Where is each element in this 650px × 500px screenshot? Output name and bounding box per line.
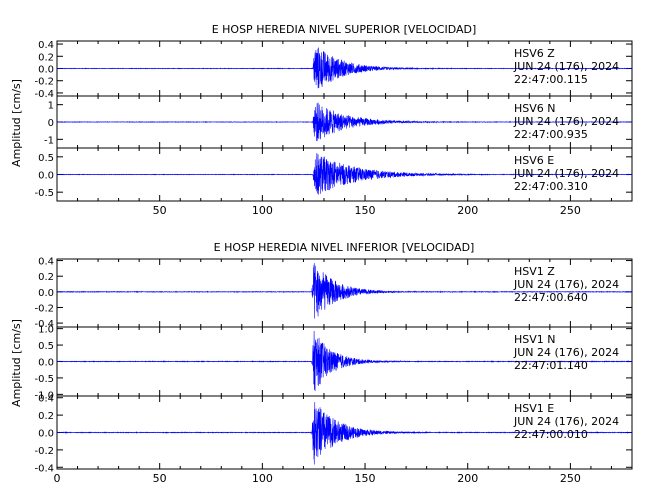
- station-component-label: HSV1 Z: [514, 265, 555, 278]
- y-tick-label: 0.2: [38, 411, 54, 422]
- waveform-line: [56, 153, 632, 195]
- station-date-label: JUN 24 (176), 2024: [513, 415, 619, 428]
- y-tick-label: 0: [48, 118, 54, 129]
- y-tick-label: -1.0: [34, 390, 54, 401]
- panel-inferior-ylabel: Amplitud [cm/s]: [10, 319, 23, 407]
- station-time-label: 22:47:00.935: [514, 128, 588, 141]
- waveform-line: [56, 47, 632, 89]
- x-tick-label: 50: [153, 204, 167, 217]
- y-tick-label: 0.2: [38, 52, 54, 63]
- panel-superior-title: E HOSP HEREDIA NIVEL SUPERIOR [VELOCIDAD…: [212, 23, 477, 36]
- panel-superior: E HOSP HEREDIA NIVEL SUPERIOR [VELOCIDAD…: [10, 23, 633, 217]
- x-tick-label: 250: [560, 472, 581, 485]
- station-date-label: JUN 24 (176), 2024: [513, 60, 619, 73]
- y-tick-label: 0.0: [38, 429, 54, 440]
- x-tick-label: 150: [355, 204, 376, 217]
- station-date-label: JUN 24 (176), 2024: [513, 278, 619, 291]
- y-tick-label: -0.5: [34, 188, 54, 199]
- y-tick-label: -0.5: [34, 374, 54, 385]
- waveform-line: [56, 102, 633, 142]
- x-tick-label: 0: [54, 472, 61, 485]
- panel-superior-ylabel: Amplitud [cm/s]: [10, 79, 23, 167]
- y-tick-label: 1.0: [38, 325, 54, 336]
- station-date-label: JUN 24 (176), 2024: [513, 115, 619, 128]
- y-tick-label: 0.5: [38, 341, 54, 352]
- station-component-label: HSV1 N: [514, 333, 556, 346]
- x-tick-label: 200: [457, 472, 478, 485]
- station-component-label: HSV1 E: [514, 402, 554, 415]
- y-tick-label: 0.0: [38, 288, 54, 299]
- y-tick-label: -0.4: [34, 319, 54, 330]
- y-tick-label: 0.0: [38, 358, 54, 369]
- station-date-label: JUN 24 (176), 2024: [513, 167, 619, 180]
- y-tick-label: 0.4: [38, 394, 54, 405]
- y-tick-label: -1: [44, 135, 54, 146]
- station-component-label: HSV6 Z: [514, 47, 555, 60]
- y-tick-label: -0.2: [34, 446, 54, 457]
- x-tick-label: 200: [457, 204, 478, 217]
- x-tick-label: 50: [153, 472, 167, 485]
- station-component-label: HSV6 N: [514, 102, 556, 115]
- waveform-line: [56, 330, 632, 391]
- waveform-line: [56, 263, 633, 319]
- station-time-label: 22:47:01.140: [514, 359, 588, 372]
- x-tick-label: 150: [355, 472, 376, 485]
- x-tick-label: 100: [252, 472, 273, 485]
- y-tick-label: 0.5: [38, 153, 54, 164]
- y-tick-label: 0.2: [38, 272, 54, 283]
- y-tick-label: 0.4: [38, 40, 54, 51]
- station-time-label: 22:47:00.310: [514, 180, 588, 193]
- panel-inferior-title: E HOSP HEREDIA NIVEL INFERIOR [VELOCIDAD…: [214, 241, 475, 254]
- x-tick-label: 100: [252, 204, 273, 217]
- x-tick-label: 250: [560, 204, 581, 217]
- station-time-label: 22:47:00.010: [514, 428, 588, 441]
- waveform-line: [56, 402, 632, 465]
- station-time-label: 22:47:00.115: [514, 73, 588, 86]
- y-tick-label: 0.4: [38, 257, 54, 268]
- y-tick-label: 0.0: [38, 171, 54, 182]
- station-component-label: HSV6 E: [514, 154, 554, 167]
- y-tick-label: 0.0: [38, 65, 54, 76]
- station-date-label: JUN 24 (176), 2024: [513, 346, 619, 359]
- panel-inferior: E HOSP HEREDIA NIVEL INFERIOR [VELOCIDAD…: [10, 241, 633, 485]
- y-tick-label: -0.4: [34, 89, 54, 100]
- y-tick-label: -0.2: [34, 303, 54, 314]
- y-tick-label: -0.2: [34, 77, 54, 88]
- y-tick-label: -0.4: [34, 463, 54, 474]
- station-time-label: 22:47:00.640: [514, 291, 588, 304]
- y-tick-label: 1: [48, 101, 54, 112]
